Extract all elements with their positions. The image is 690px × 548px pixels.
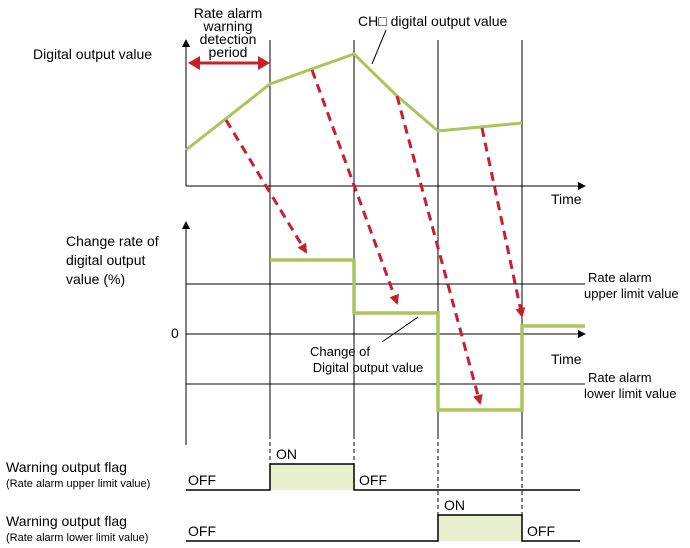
detection-period-label: Rate alarm warning detection period	[194, 5, 262, 60]
series-leader-line	[371, 29, 387, 65]
lower-flag-on-fill	[438, 515, 522, 541]
period-label-line-4: period	[209, 44, 248, 60]
upper-warning-flag: Warning output flag (Rate alarm upper li…	[6, 446, 580, 491]
top-y-label: Digital output value	[33, 46, 152, 62]
change-label-line-2: Digital output value	[313, 360, 424, 375]
top-x-label: Time	[551, 191, 582, 207]
upper-flag-off-right: OFF	[359, 472, 387, 488]
dashed-arrow-icon	[395, 95, 483, 405]
lower-flag-on: ON	[444, 497, 465, 513]
upper-flag-off-left: OFF	[188, 472, 216, 488]
mid-x-label: Time	[551, 351, 582, 367]
upper-flag-signal	[186, 463, 580, 491]
lower-flag-off-left: OFF	[188, 523, 216, 539]
change-leader-line	[381, 316, 419, 343]
mid-y-label-line-2: digital output	[66, 252, 146, 268]
middle-chart: Change rate of digital output value (%) …	[66, 221, 679, 445]
period-boundary-lines	[269, 40, 523, 520]
dashed-arrow-icons	[224, 69, 526, 405]
lower-flag-off-right: OFF	[527, 523, 555, 539]
upper-flag-label-line-2: (Rate alarm upper limit value)	[6, 478, 150, 490]
period-label-line-3: detection	[200, 31, 257, 47]
change-rate-step-line	[270, 258, 585, 412]
zero-label: 0	[171, 325, 179, 341]
upper-flag-on-fill	[270, 464, 354, 490]
period-label-line-2: warning	[202, 18, 252, 34]
upper-limit-label-line-1: Rate alarm	[588, 270, 652, 285]
top-chart: Digital output value Time CH□ digital ou…	[33, 5, 586, 207]
dashed-arrow-icon	[310, 69, 399, 305]
series-label: CH□ digital output value	[358, 13, 508, 29]
mid-y-label-line-1: Change rate of	[66, 233, 159, 249]
lower-limit-label-line-1: Rate alarm	[588, 370, 652, 385]
period-label-line-1: Rate alarm	[194, 5, 262, 21]
upper-limit-label-line-2: upper limit value	[584, 286, 679, 301]
lower-limit-label-line-2: lower limit value	[584, 386, 676, 401]
dashed-arrow-icon	[224, 119, 308, 254]
lower-flag-label-line-2: (Rate alarm lower limit value)	[6, 532, 148, 544]
double-headed-arrow-icon	[188, 56, 270, 70]
change-label-line-1: Change of	[310, 344, 370, 359]
dashed-arrow-icon	[480, 127, 526, 318]
upper-flag-on: ON	[276, 446, 297, 462]
mid-y-label-line-3: value (%)	[66, 271, 125, 287]
lower-flag-label-line-1: Warning output flag	[6, 513, 127, 529]
digital-output-value-line	[185, 52, 523, 152]
lower-warning-flag: Warning output flag (Rate alarm lower li…	[6, 497, 580, 544]
upper-flag-label-line-1: Warning output flag	[6, 459, 127, 475]
lower-flag-signal	[186, 514, 580, 542]
